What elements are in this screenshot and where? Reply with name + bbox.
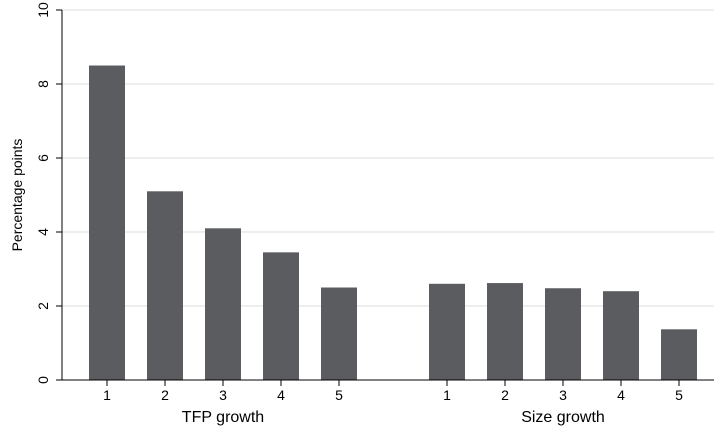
y-tick-label: 4 bbox=[35, 228, 51, 236]
y-tick-label: 6 bbox=[35, 154, 51, 162]
bar bbox=[661, 329, 697, 380]
y-axis-title: Percentage points bbox=[9, 139, 25, 252]
x-tick-label: 1 bbox=[103, 387, 111, 403]
x-tick-label: 5 bbox=[675, 387, 683, 403]
bar bbox=[429, 283, 465, 380]
x-tick-label: 4 bbox=[617, 387, 625, 403]
y-ticks: 0 2 4 6 8 10 bbox=[35, 2, 62, 384]
bar bbox=[147, 191, 183, 380]
x-tick-label: 3 bbox=[219, 387, 227, 403]
bar bbox=[321, 287, 357, 380]
y-tick-label: 0 bbox=[35, 376, 51, 384]
x-tick-label: 5 bbox=[335, 387, 343, 403]
bar bbox=[89, 65, 125, 380]
group-label: TFP growth bbox=[182, 409, 264, 426]
bar bbox=[545, 288, 581, 380]
y-tick-label: 10 bbox=[35, 2, 51, 18]
y-tick-label: 2 bbox=[35, 302, 51, 310]
group-labels: TFP growth Size growth bbox=[182, 409, 605, 426]
bars bbox=[89, 65, 697, 380]
bar bbox=[205, 228, 241, 380]
x-tick-label: 3 bbox=[559, 387, 567, 403]
x-tick-label: 2 bbox=[501, 387, 509, 403]
x-ticks: 1 2 3 4 5 1 2 3 4 5 bbox=[103, 380, 683, 403]
bar bbox=[487, 283, 523, 380]
x-tick-label: 1 bbox=[443, 387, 451, 403]
bar bbox=[603, 291, 639, 380]
group-label: Size growth bbox=[521, 409, 605, 426]
y-tick-label: 8 bbox=[35, 80, 51, 88]
x-tick-label: 2 bbox=[161, 387, 169, 403]
bar bbox=[263, 252, 299, 380]
x-tick-label: 4 bbox=[277, 387, 285, 403]
